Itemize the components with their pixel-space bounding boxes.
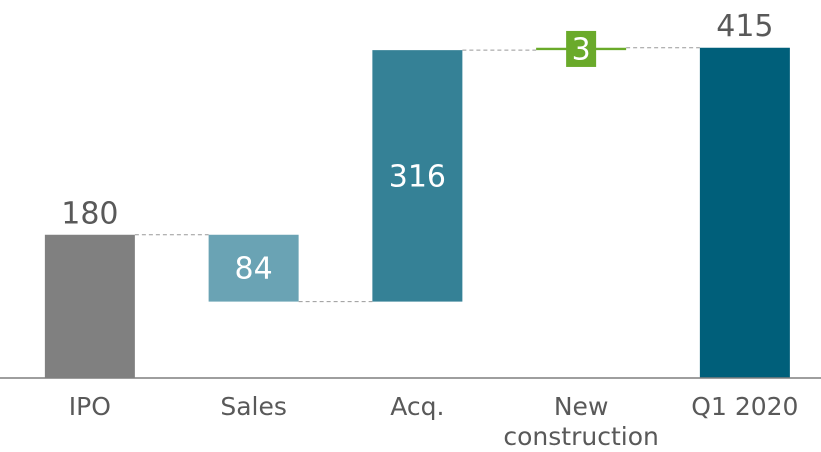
bar bbox=[699, 47, 790, 378]
x-tick-label: New construction bbox=[503, 392, 659, 451]
value-label: 180 bbox=[61, 196, 118, 231]
value-label: 84 bbox=[235, 252, 273, 287]
bar bbox=[208, 234, 299, 302]
bar bbox=[372, 50, 463, 302]
value-label: 3 bbox=[572, 32, 591, 67]
x-tick-label: Sales bbox=[220, 392, 287, 421]
x-tick-label: Acq. bbox=[390, 392, 445, 421]
label-box bbox=[566, 30, 597, 67]
value-label: 415 bbox=[716, 9, 773, 44]
x-tick-label: Q1 2020 bbox=[691, 392, 799, 421]
value-label: 316 bbox=[389, 159, 446, 194]
bar bbox=[44, 234, 135, 378]
x-tick-label: IPO bbox=[68, 392, 111, 421]
